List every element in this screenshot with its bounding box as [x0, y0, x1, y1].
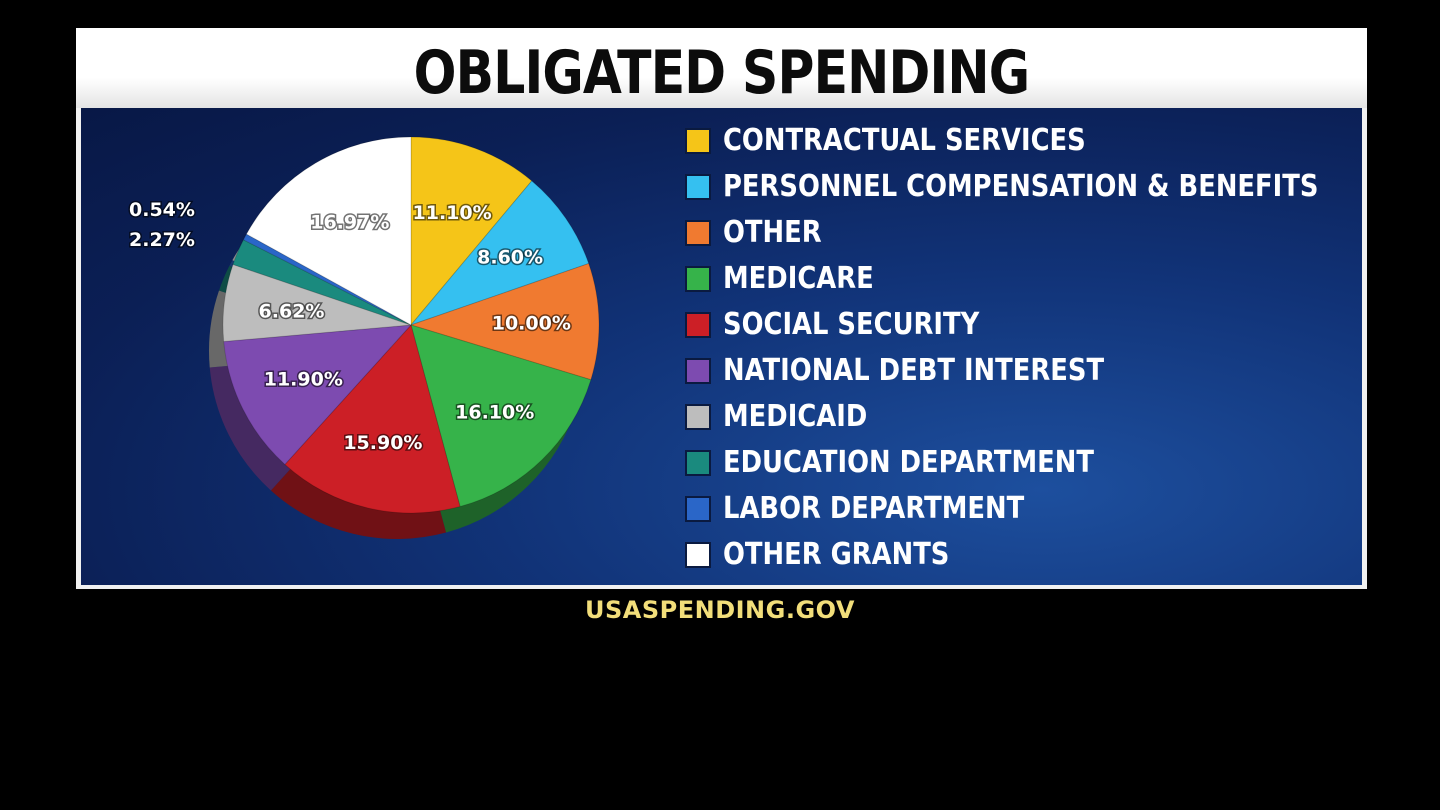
pie-label-labor-department: 0.54% — [129, 199, 195, 221]
legend-item-social-security: SOCIAL SECURITY — [685, 307, 1345, 354]
pie-slice-personnel-compensation-and-benefits — [409, 180, 590, 327]
pie-label-other-grants: 16.97% — [310, 211, 389, 233]
legend: CONTRACTUAL SERVICES PERSONNEL COMPENSATI… — [685, 123, 1345, 584]
legend-label: PERSONNEL COMPENSATION & BENEFITS — [723, 169, 1319, 204]
legend-label: CONTRACTUAL SERVICES — [723, 123, 1086, 158]
legend-swatch — [685, 220, 711, 246]
chart-title: OBLIGATED SPENDING — [413, 38, 1030, 108]
legend-label: NATIONAL DEBT INTEREST — [723, 353, 1105, 388]
legend-swatch — [685, 358, 711, 384]
chart-panel: 11.10% 8.60% 10.00% 16.10% 15.90% 11.90% 6.62%… — [81, 108, 1362, 585]
pie-slice-contractual-services — [410, 136, 533, 327]
legend-item-personnel-compensation-and-benefits: PERSONNEL COMPENSATION & BENEFITS — [685, 169, 1345, 216]
legend-label: MEDICARE — [723, 261, 874, 296]
legend-swatch — [685, 496, 711, 522]
pie-label-other: 10.00% — [492, 313, 571, 335]
pie-label-national-debt-interest: 11.90% — [264, 369, 343, 391]
title-bar: OBLIGATED SPENDING — [76, 28, 1367, 108]
legend-label: MEDICAID — [723, 399, 868, 434]
pie-label-medicare: 16.10% — [455, 401, 534, 423]
legend-label: OTHER — [723, 215, 822, 250]
legend-label: SOCIAL SECURITY — [723, 307, 980, 342]
pie-label-personnel-compensation-and-benefits: 8.60% — [477, 247, 543, 269]
pie-slice-education-department — [232, 239, 412, 326]
pie-slices — [222, 136, 600, 514]
legend-item-other: OTHER — [685, 215, 1345, 262]
pie-slice-other — [409, 262, 600, 381]
legend-item-medicare: MEDICARE — [685, 261, 1345, 308]
pie-labels: 11.10% 8.60% 10.00% 16.10% 15.90% 11.90% 6.62%… — [128, 198, 573, 456]
legend-label: LABOR DEPARTMENT — [723, 491, 1025, 526]
legend-item-medicaid: MEDICAID — [685, 399, 1345, 446]
legend-item-labor-department: LABOR DEPARTMENT — [685, 491, 1345, 538]
legend-label: EDUCATION DEPARTMENT — [723, 445, 1094, 480]
pie-label-contractual-services: 11.10% — [413, 202, 492, 224]
pie-slice-other-grants — [245, 136, 412, 326]
source-label: USASPENDING.GOV — [585, 596, 855, 624]
legend-swatch — [685, 174, 711, 200]
pie-label-social-security: 15.90% — [343, 432, 422, 454]
legend-label: OTHER GRANTS — [723, 537, 950, 572]
legend-item-education-department: EDUCATION DEPARTMENT — [685, 445, 1345, 492]
pie-slice-social-security — [284, 323, 461, 514]
legend-swatch — [685, 128, 711, 154]
legend-swatch — [685, 404, 711, 430]
pie-slice-medicare — [410, 324, 592, 508]
legend-swatch — [685, 542, 711, 568]
legend-swatch — [685, 312, 711, 338]
legend-swatch — [685, 266, 711, 292]
pie-chart: 11.10% 8.60% 10.00% 16.10% 15.90% 11.90% 6.62%… — [128, 136, 600, 539]
pie-label-medicaid: 6.62% — [259, 301, 325, 323]
legend-item-contractual-services: CONTRACTUAL SERVICES — [685, 123, 1345, 170]
legend-swatch — [685, 450, 711, 476]
pie-slice-medicaid — [222, 263, 412, 343]
pie-slice-national-debt-interest — [223, 324, 413, 466]
legend-item-other-grants: OTHER GRANTS — [685, 537, 1345, 584]
pie-label-education-department: 2.27% — [129, 229, 195, 251]
pie-slice-labor-department — [242, 233, 412, 326]
legend-item-national-debt-interest: NATIONAL DEBT INTEREST — [685, 353, 1345, 400]
chart-frame: OBLIGATED SPENDING 11.10% 8.60% 10.00% 16.1… — [76, 28, 1367, 589]
